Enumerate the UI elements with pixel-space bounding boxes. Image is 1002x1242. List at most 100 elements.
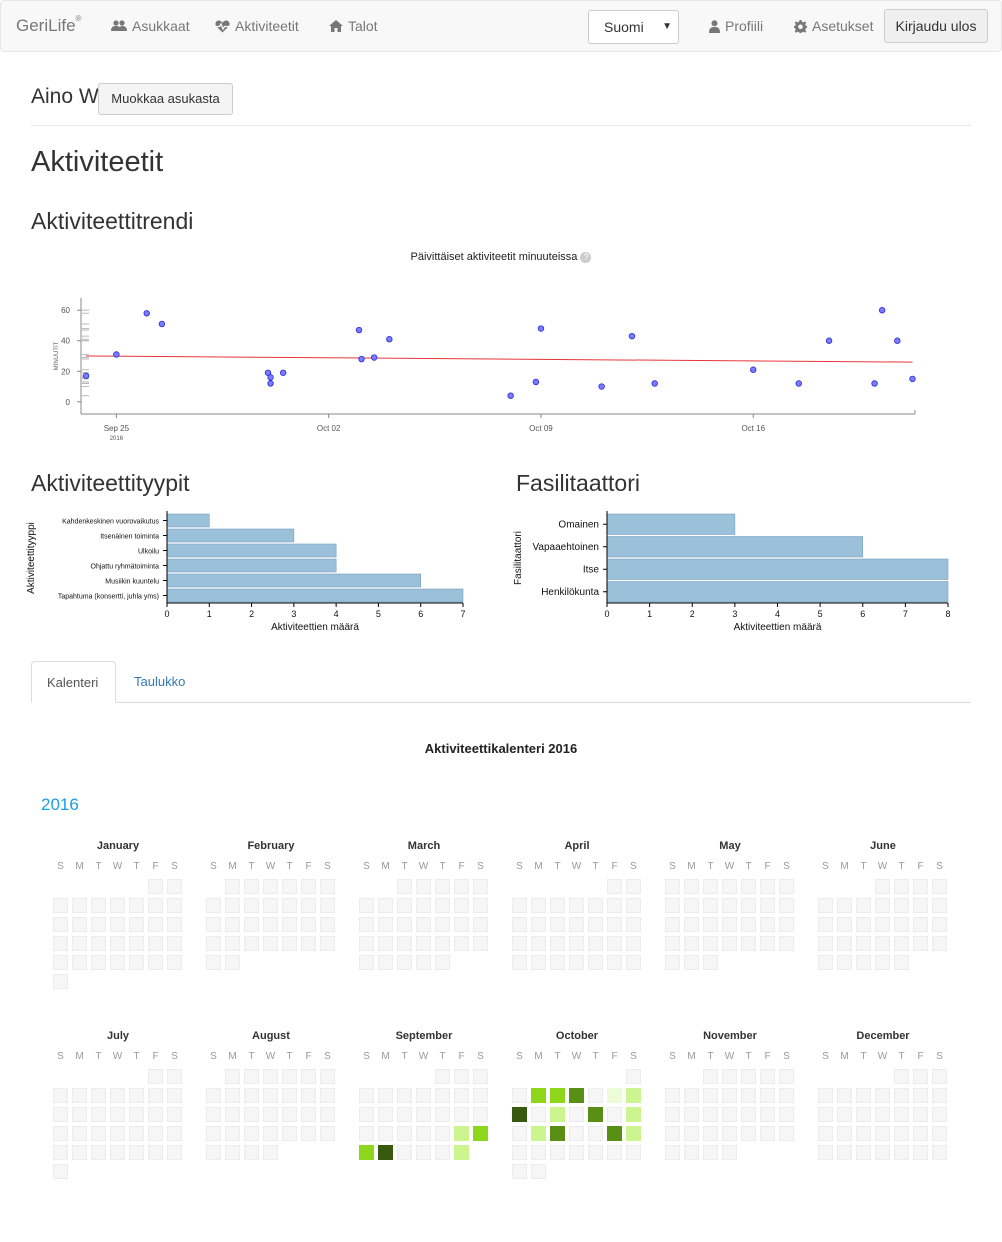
calendar-day[interactable] <box>512 1107 527 1122</box>
data-point[interactable] <box>158 320 166 328</box>
calendar-day[interactable] <box>760 1088 775 1103</box>
calendar-day[interactable] <box>875 1107 890 1122</box>
calendar-day[interactable] <box>91 917 106 932</box>
calendar-day[interactable] <box>225 955 240 970</box>
calendar-day[interactable] <box>665 1145 680 1160</box>
calendar-day[interactable] <box>263 1107 278 1122</box>
calendar-day[interactable] <box>397 917 412 932</box>
calendar-day[interactable] <box>454 1088 469 1103</box>
calendar-day[interactable] <box>397 1107 412 1122</box>
calendar-day[interactable] <box>206 1126 221 1141</box>
calendar-day[interactable] <box>837 1107 852 1122</box>
calendar-day[interactable] <box>416 879 431 894</box>
bar[interactable] <box>166 558 337 573</box>
nav-profile[interactable]: Profiili <box>709 18 763 34</box>
calendar-day[interactable] <box>148 917 163 932</box>
nav-activities[interactable]: Aktiviteetit <box>215 18 299 34</box>
calendar-day[interactable] <box>932 898 947 913</box>
bar[interactable] <box>166 528 295 543</box>
calendar-day[interactable] <box>626 917 641 932</box>
calendar-day[interactable] <box>684 879 699 894</box>
calendar-day[interactable] <box>607 1088 622 1103</box>
calendar-day[interactable] <box>263 1069 278 1084</box>
calendar-day[interactable] <box>913 936 928 951</box>
calendar-day[interactable] <box>129 936 144 951</box>
brand-logo[interactable]: GeriLife® <box>16 14 81 36</box>
calendar-day[interactable] <box>263 1126 278 1141</box>
data-point[interactable] <box>598 383 605 390</box>
calendar-day[interactable] <box>760 936 775 951</box>
calendar-day[interactable] <box>875 1088 890 1103</box>
calendar-day[interactable] <box>148 898 163 913</box>
calendar-day[interactable] <box>550 1107 565 1122</box>
calendar-day[interactable] <box>473 936 488 951</box>
data-point[interactable] <box>358 355 365 363</box>
calendar-day[interactable] <box>454 898 469 913</box>
calendar-day[interactable] <box>531 1088 546 1103</box>
calendar-day[interactable] <box>148 955 163 970</box>
calendar-day[interactable] <box>607 936 622 951</box>
nav-residents[interactable]: Asukkaat <box>111 18 190 34</box>
data-point[interactable] <box>355 326 363 334</box>
calendar-day[interactable] <box>416 936 431 951</box>
data-point[interactable] <box>894 337 901 344</box>
calendar-day[interactable] <box>473 1088 488 1103</box>
calendar-day[interactable] <box>359 936 374 951</box>
calendar-day[interactable] <box>932 879 947 894</box>
bar[interactable] <box>606 536 864 558</box>
calendar-day[interactable] <box>148 1145 163 1160</box>
calendar-day[interactable] <box>282 1126 297 1141</box>
data-point[interactable] <box>113 351 120 358</box>
calendar-day[interactable] <box>856 898 871 913</box>
calendar-day[interactable] <box>435 936 450 951</box>
calendar-day[interactable] <box>378 936 393 951</box>
data-point[interactable] <box>537 325 545 332</box>
calendar-day[interactable] <box>722 879 737 894</box>
calendar-day[interactable] <box>167 879 182 894</box>
data-point[interactable] <box>143 310 150 317</box>
calendar-day[interactable] <box>818 955 833 970</box>
calendar-day[interactable] <box>588 1126 603 1141</box>
calendar-day[interactable] <box>320 898 335 913</box>
calendar-day[interactable] <box>913 1145 928 1160</box>
calendar-day[interactable] <box>569 1126 584 1141</box>
calendar-day[interactable] <box>607 1107 622 1122</box>
calendar-day[interactable] <box>397 1088 412 1103</box>
calendar-day[interactable] <box>894 1088 909 1103</box>
calendar-day[interactable] <box>665 879 680 894</box>
calendar-day[interactable] <box>894 1145 909 1160</box>
calendar-day[interactable] <box>53 1126 68 1141</box>
calendar-day[interactable] <box>818 1107 833 1122</box>
calendar-day[interactable] <box>760 1126 775 1141</box>
calendar-day[interactable] <box>779 1088 794 1103</box>
calendar-day[interactable] <box>473 1069 488 1084</box>
calendar-day[interactable] <box>626 1145 641 1160</box>
calendar-day[interactable] <box>397 1126 412 1141</box>
calendar-day[interactable] <box>244 1069 259 1084</box>
calendar-day[interactable] <box>167 955 182 970</box>
calendar-day[interactable] <box>665 1088 680 1103</box>
calendar-day[interactable] <box>129 917 144 932</box>
calendar-day[interactable] <box>301 1107 316 1122</box>
calendar-day[interactable] <box>837 898 852 913</box>
data-point[interactable] <box>878 307 886 314</box>
calendar-day[interactable] <box>913 898 928 913</box>
calendar-day[interactable] <box>588 936 603 951</box>
calendar-day[interactable] <box>703 1088 718 1103</box>
calendar-day[interactable] <box>91 898 106 913</box>
calendar-day[interactable] <box>569 898 584 913</box>
data-point[interactable] <box>750 366 757 373</box>
data-point[interactable] <box>267 380 274 387</box>
tab-table[interactable]: Taulukko <box>134 674 186 689</box>
calendar-day[interactable] <box>206 898 221 913</box>
calendar-day[interactable] <box>703 1145 718 1160</box>
data-point[interactable] <box>279 369 287 376</box>
calendar-day[interactable] <box>320 1069 335 1084</box>
calendar-day[interactable] <box>703 1069 718 1084</box>
calendar-day[interactable] <box>244 936 259 951</box>
calendar-day[interactable] <box>684 1145 699 1160</box>
calendar-day[interactable] <box>856 1145 871 1160</box>
calendar-day[interactable] <box>703 1107 718 1122</box>
calendar-day[interactable] <box>72 1107 87 1122</box>
calendar-day[interactable] <box>301 936 316 951</box>
